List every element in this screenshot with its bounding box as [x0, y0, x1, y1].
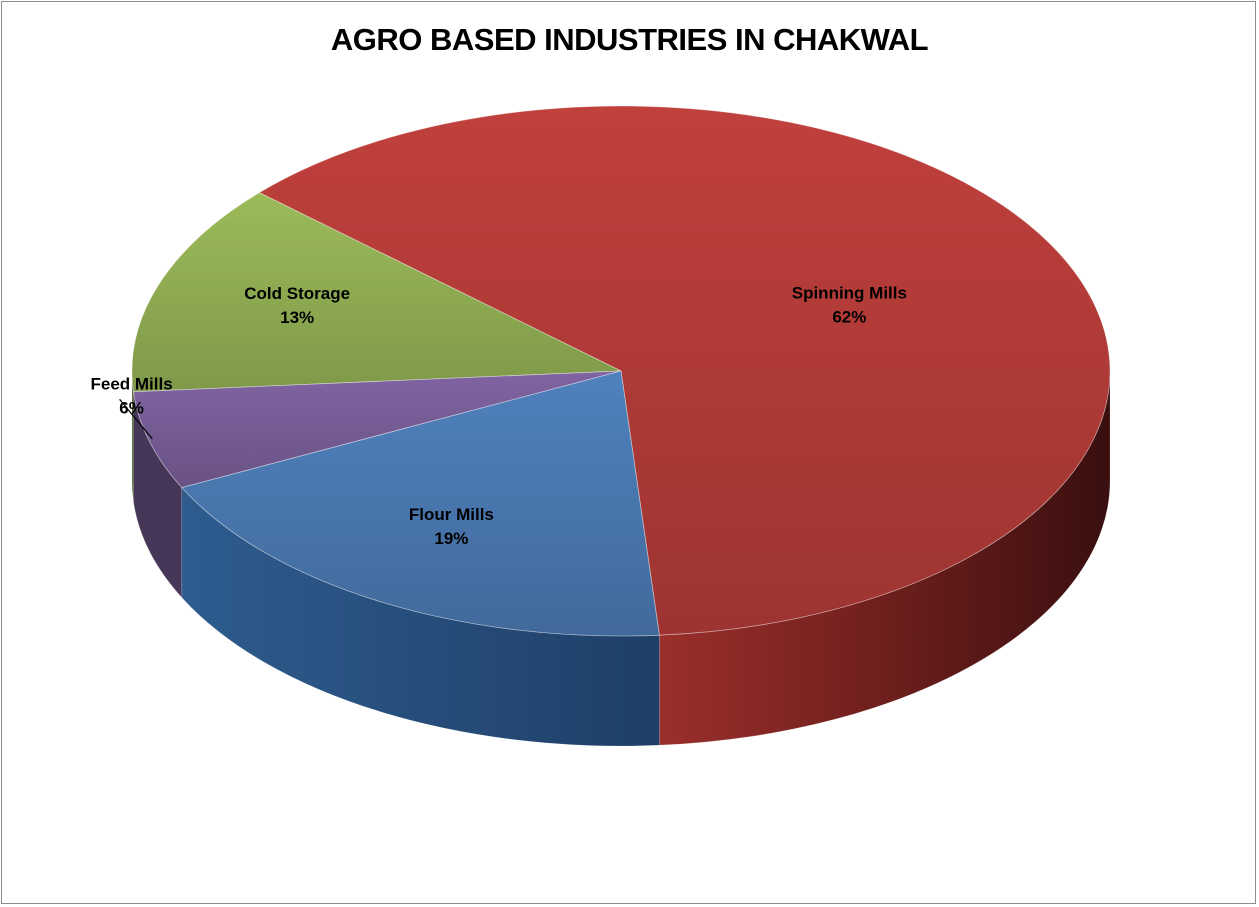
label-name-feed-mills: Feed Mills [91, 374, 173, 393]
pie-data-labels: Spinning Mills 62% Cold Storage 13% Feed Mil… [91, 283, 907, 548]
pie-slices [131, 105, 1111, 637]
label-percent-spinning-mills: 62% [832, 307, 866, 326]
label-percent-cold-storage: 13% [280, 308, 314, 327]
label-name-flour-mills: Flour Mills [409, 505, 494, 524]
slice-feed-mills [133, 370, 622, 489]
label-percent-feed-mills: 6% [119, 398, 144, 417]
slice-cold-storage [131, 192, 622, 393]
slice-spinning-mills [258, 105, 1111, 636]
label-name-cold-storage: Cold Storage [244, 284, 350, 303]
leader-line-feed-mills [119, 398, 153, 440]
slice-flour-mills [181, 370, 660, 637]
chart-title: AGRO BASED INDUSTRIES IN CHAKWAL [330, 22, 929, 57]
label-percent-flour-mills: 19% [434, 529, 468, 548]
label-name-spinning-mills: Spinning Mills [792, 283, 907, 302]
